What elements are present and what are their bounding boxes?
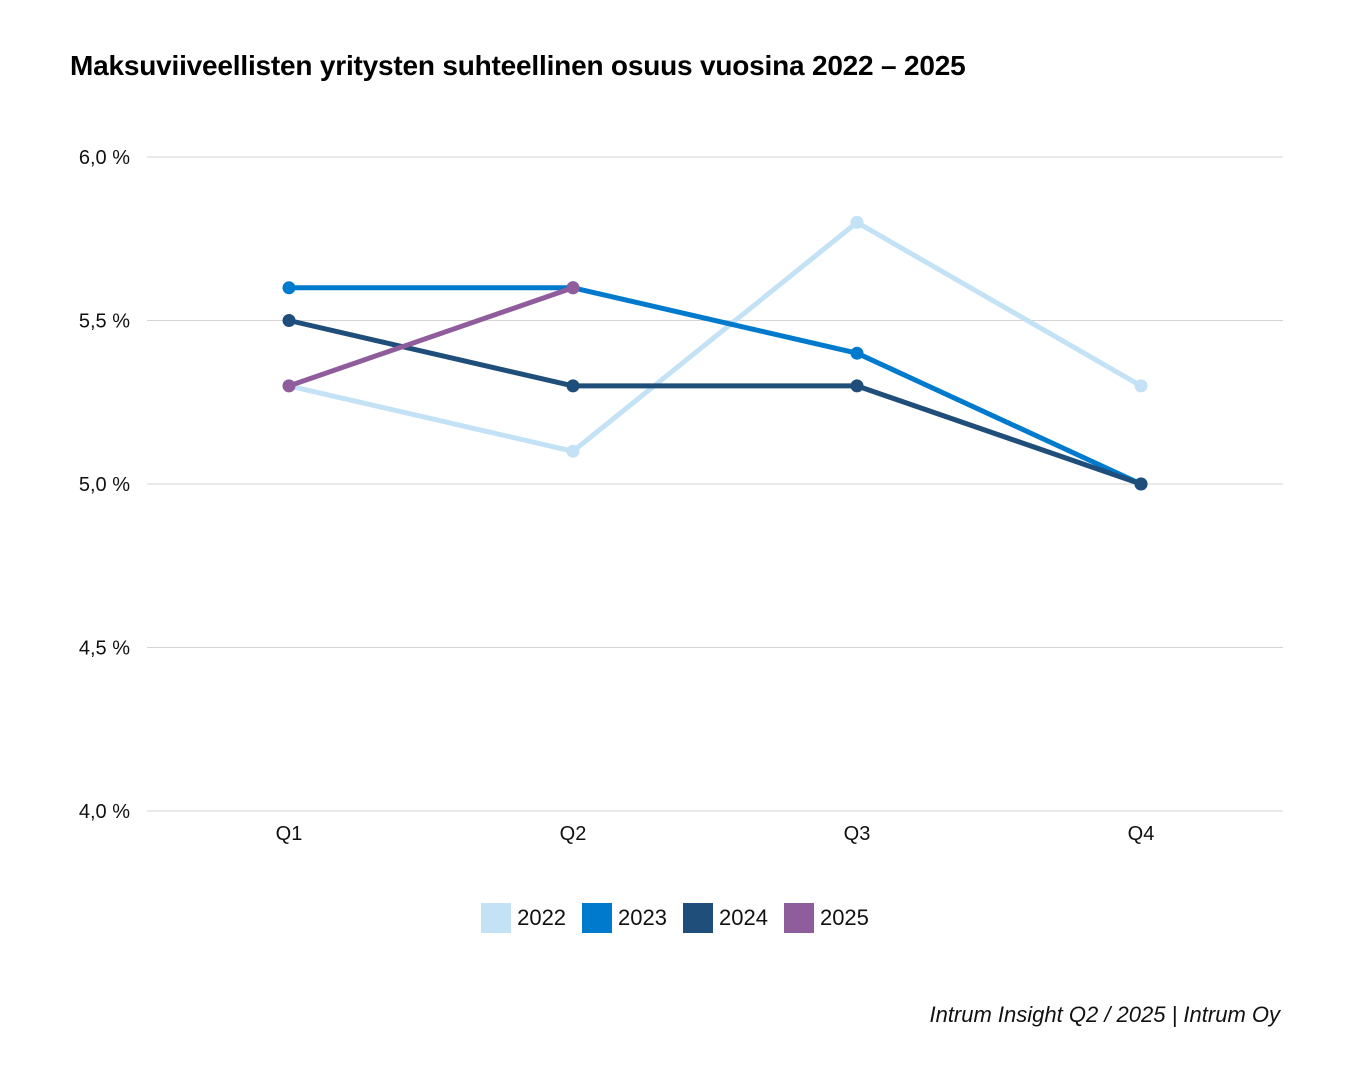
legend-item-2025: 2025 <box>783 903 869 933</box>
legend-swatch <box>481 903 512 933</box>
series-line-2024 <box>286 318 1144 487</box>
data-point-2022 <box>566 444 580 458</box>
data-point-2022 <box>1134 379 1148 393</box>
x-tick-label: Q1 <box>276 823 303 845</box>
legend-label: 2024 <box>719 905 768 930</box>
series-2025 <box>282 281 580 393</box>
series-2022 <box>282 215 1148 458</box>
chart-legend: 2022 2023 2024 2025 <box>0 903 1350 933</box>
x-tick-label: Q4 <box>1128 823 1155 845</box>
legend-swatch <box>783 903 814 933</box>
legend-item-2024: 2024 <box>683 903 768 933</box>
x-axis-tick-labels: Q1 Q2 Q3 Q4 <box>276 823 1155 845</box>
y-axis-tick-labels: 4,0 % 4,5 % 5,0 % 5,5 % 6,0 % <box>79 147 130 823</box>
x-tick-label: Q3 <box>844 823 871 845</box>
data-point-2024 <box>1134 477 1148 491</box>
legend-label: 2023 <box>618 905 667 930</box>
series-2024 <box>282 314 1148 491</box>
series-line-2023 <box>286 285 1144 487</box>
grid-lines <box>147 156 1283 812</box>
y-tick-label: 4,5 % <box>79 638 130 660</box>
legend-label: 2022 <box>517 905 567 930</box>
y-tick-label: 5,5 % <box>79 311 130 333</box>
y-tick-label: 4,0 % <box>79 801 130 823</box>
data-point-2025 <box>566 281 580 295</box>
y-tick-label: 6,0 % <box>79 147 130 169</box>
data-point-2022 <box>850 215 864 229</box>
legend-swatch <box>683 903 713 933</box>
series-line-2025 <box>286 285 576 389</box>
x-tick-label: Q2 <box>560 823 587 845</box>
data-point-2024 <box>566 379 580 393</box>
data-point-2024 <box>850 379 864 393</box>
legend-item-2023: 2023 <box>582 903 667 933</box>
data-point-2025 <box>282 379 296 393</box>
data-point-2024 <box>282 314 296 327</box>
legend-label: 2025 <box>819 905 869 930</box>
y-tick-label: 5,0 % <box>79 474 130 496</box>
series-line-2022 <box>286 219 1144 454</box>
data-point-2023 <box>850 346 864 360</box>
legend-item-2022: 2022 <box>481 903 566 933</box>
chart-title: Maksuviiveellisten yritysten suhteelline… <box>70 50 966 81</box>
series-lines <box>282 215 1148 491</box>
legend-swatch <box>582 903 613 933</box>
data-point-2023 <box>282 281 296 295</box>
source-note: Intrum Insight Q2 / 2025 | Intrum Oy <box>929 1002 1280 1027</box>
